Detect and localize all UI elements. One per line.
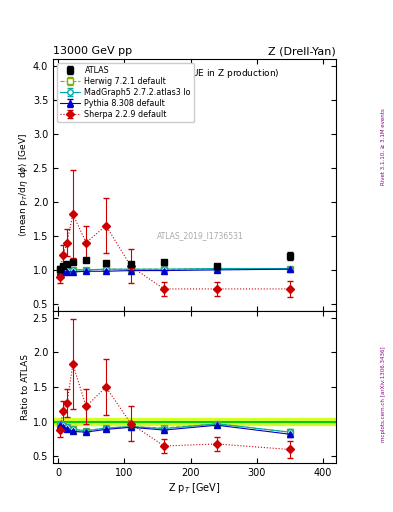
Text: Z (Drell-Yan): Z (Drell-Yan) — [268, 46, 336, 56]
Text: Rivet 3.1.10, ≥ 3.1M events: Rivet 3.1.10, ≥ 3.1M events — [381, 109, 386, 185]
Y-axis label: $\langle$mean p$_T$/d$\eta$ d$\phi\rangle$ [GeV]: $\langle$mean p$_T$/d$\eta$ d$\phi\rangl… — [17, 133, 30, 237]
Y-axis label: Ratio to ATLAS: Ratio to ATLAS — [21, 354, 30, 420]
Text: ATLAS_2019_I1736531: ATLAS_2019_I1736531 — [157, 231, 244, 240]
Bar — [53, 418, 336, 425]
Text: 13000 GeV pp: 13000 GeV pp — [53, 46, 132, 56]
Legend: ATLAS, Herwig 7.2.1 default, MadGraph5 2.7.2.atlas3 lo, Pythia 8.308 default, Sh: ATLAS, Herwig 7.2.1 default, MadGraph5 2… — [57, 63, 194, 122]
Text: $\langle$pT$\rangle$ vs p$_T^Z$ (ATLAS UE in Z production): $\langle$pT$\rangle$ vs p$_T^Z$ (ATLAS U… — [109, 67, 280, 81]
X-axis label: Z p$_T$ [GeV]: Z p$_T$ [GeV] — [168, 481, 221, 495]
Text: mcplots.cern.ch [arXiv:1306.3436]: mcplots.cern.ch [arXiv:1306.3436] — [381, 347, 386, 442]
